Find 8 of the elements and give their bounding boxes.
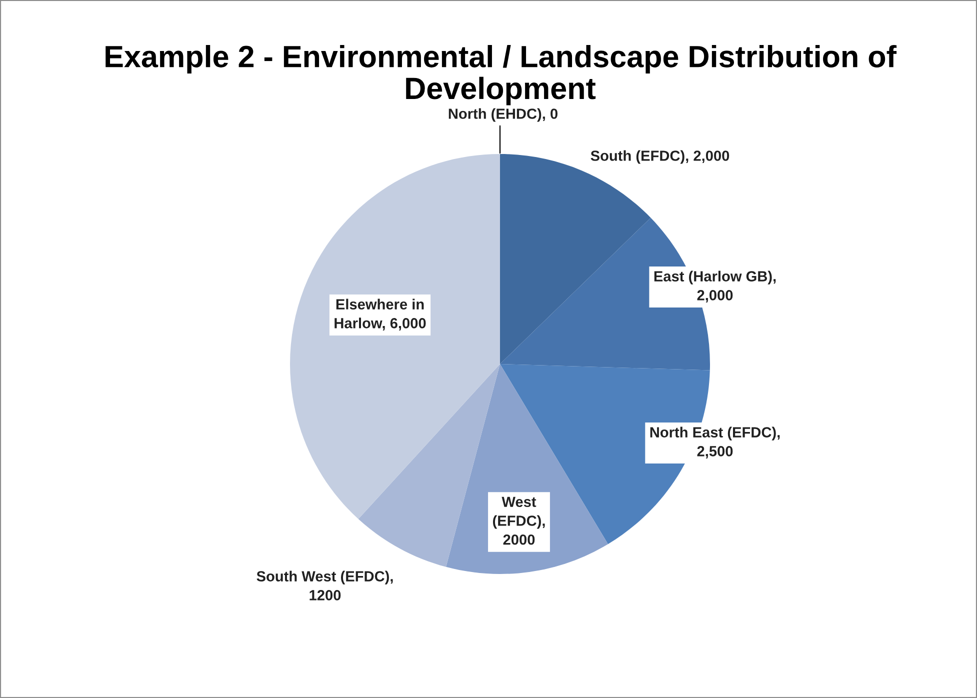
slice-label: East (Harlow GB), 2,000 [654, 270, 776, 302]
chart-title: Example 2 - Environmental / Landscape Distribution of Development [106, 45, 897, 106]
slice-label: South (EFDC), 2,000 [590, 150, 730, 164]
slice-label: South West (EFDC), 1200 [256, 570, 393, 600]
slice-label: Elsewhere in Harlow, 6,000 [334, 298, 426, 330]
slice-label: West (EFDC), 2000 [492, 496, 545, 545]
slice-label: North East (EFDC), 2,500 [650, 426, 780, 458]
category-label: North (EHDC), 0 [448, 108, 558, 122]
